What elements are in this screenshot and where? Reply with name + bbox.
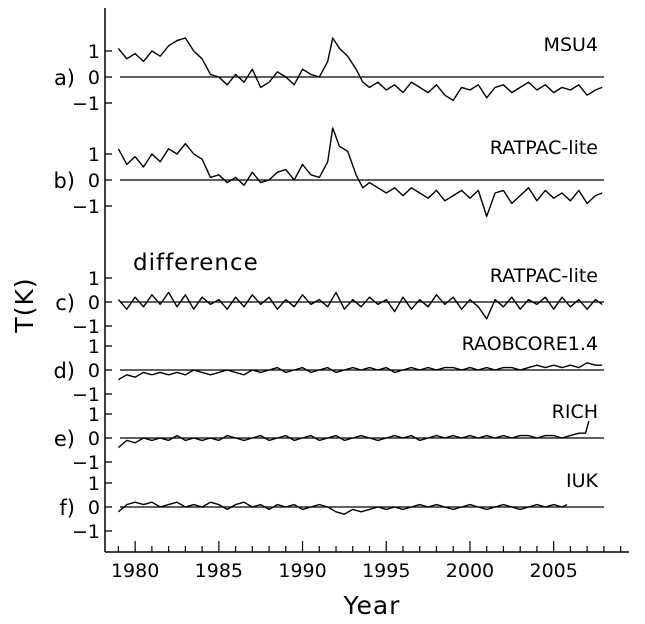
panel-letter: a) — [54, 66, 75, 90]
y-tick-label: −1 — [72, 316, 100, 338]
x-tick-label: 1990 — [278, 560, 326, 582]
series-line — [117, 127, 603, 218]
x-tick-label: 2000 — [446, 560, 494, 582]
y-tick-label: 0 — [88, 170, 100, 192]
series-line — [118, 362, 603, 381]
panel-letter: f) — [59, 496, 75, 520]
y-tick-label: −1 — [72, 521, 100, 543]
y-tick-label: 0 — [88, 292, 100, 314]
panel-f: 10−1f) IUK — [59, 470, 604, 543]
y-tick-label: −1 — [72, 452, 100, 474]
y-tick-label: 1 — [88, 41, 100, 63]
y-tick-label: 1 — [88, 144, 100, 166]
series-label: RAOBCORE1.4 — [462, 333, 598, 355]
panel-letter: d) — [53, 359, 75, 383]
series-line — [117, 291, 603, 320]
series-label: RATPAC-lite — [490, 265, 598, 287]
y-tick-label: −1 — [72, 196, 100, 218]
axes-frame — [104, 8, 629, 553]
panel-letter: c) — [55, 291, 75, 315]
panel-c: 10−1c) RATPAC-lite — [55, 265, 604, 338]
panels: 10−1a)MSU410−1b)RATPAC-lite10−1c)RATPAC-… — [53, 34, 604, 543]
y-axis-label: T(K) — [10, 277, 39, 333]
series-label: RATPAC-lite — [490, 137, 598, 159]
x-tick-label: 1995 — [362, 560, 410, 582]
y-tick-label: 1 — [88, 336, 100, 358]
y-tick-label: 0 — [88, 428, 100, 450]
panel-letter: e) — [54, 427, 75, 451]
panel-d: 10−1d) RAOBCORE1.4 — [53, 333, 604, 406]
series-label: IUK — [566, 470, 599, 492]
series-label: RICH — [552, 401, 598, 423]
y-tick-label: 0 — [88, 497, 100, 519]
panel-letter: b) — [53, 169, 75, 193]
x-tick-label: 1985 — [195, 560, 243, 582]
series-line — [117, 421, 590, 449]
panel-b: 1 0 −1 b) RATPAC-lite — [53, 127, 604, 218]
y-tick-label: 0 — [88, 360, 100, 382]
difference-annotation: difference — [133, 250, 259, 276]
y-tick-label: 1 — [88, 268, 100, 290]
y-tick-label: −1 — [72, 93, 100, 115]
y-tick-label: 1 — [88, 473, 100, 495]
x-axis-label: Year — [343, 591, 401, 620]
panel-a: 1 0 −1 a) MSU4 — [54, 34, 604, 115]
series-line — [117, 501, 568, 515]
x-axis: 1980 1985 1990 1995 2000 2005 — [111, 541, 622, 582]
y-tick-label: 1 — [88, 404, 100, 426]
y-tick-label: 0 — [88, 67, 100, 89]
x-tick-label: 1980 — [111, 560, 159, 582]
panel-e: 10−1e) RICH — [54, 401, 604, 474]
x-tick-label: 2005 — [529, 560, 577, 582]
y-tick-label: −1 — [72, 384, 100, 406]
series-label: MSU4 — [544, 34, 598, 56]
series-line — [117, 37, 603, 102]
